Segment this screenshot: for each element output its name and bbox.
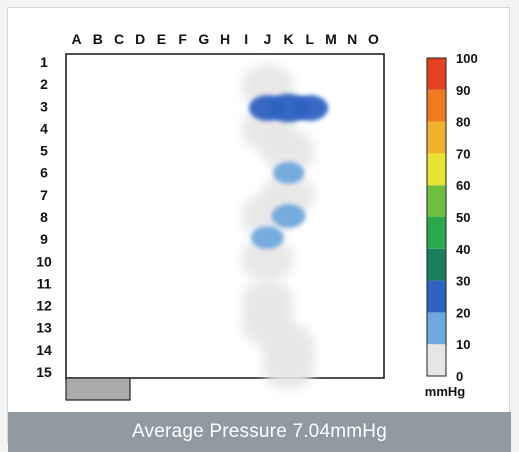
row-label-3: 3 xyxy=(40,98,48,114)
row-label-14: 14 xyxy=(36,342,52,358)
scale-block xyxy=(65,377,131,401)
row-label-7: 7 xyxy=(40,187,48,203)
colorbar-tick-100: 100 xyxy=(456,51,478,66)
colorbar-segment-7 xyxy=(427,121,446,154)
column-label-j: J xyxy=(264,31,272,47)
colorbar-tick-60: 60 xyxy=(456,178,470,193)
colorbar-segment-6 xyxy=(427,153,446,186)
row-label-4: 4 xyxy=(40,120,48,136)
colorbar-segment-1 xyxy=(427,312,446,345)
column-label-a: A xyxy=(72,31,82,47)
column-label-m: M xyxy=(325,31,337,47)
pressure-regions xyxy=(240,63,329,390)
colorbar-tick-40: 40 xyxy=(456,242,470,257)
pressure-cell-j13 xyxy=(240,301,294,347)
column-label-o: O xyxy=(368,31,379,47)
pressure-cell-k3 xyxy=(268,93,310,123)
colorbar-tick-labels: 0 10 20 30 40 50 60 70 80 90 100 xyxy=(456,51,478,384)
row-label-2: 2 xyxy=(40,76,48,92)
row-label-12: 12 xyxy=(36,298,52,314)
row-label-9: 9 xyxy=(40,231,48,247)
column-label-f: F xyxy=(178,31,187,47)
colorbar-tick-30: 30 xyxy=(456,274,470,289)
row-label-5: 5 xyxy=(40,143,48,159)
colorbar-tick-80: 80 xyxy=(456,115,470,130)
column-label-n: N xyxy=(347,31,357,47)
column-label-e: E xyxy=(157,31,166,47)
column-label-g: G xyxy=(198,31,209,47)
colorbar-segment-5 xyxy=(427,185,446,217)
pressure-cell-k8 xyxy=(271,204,306,228)
colorbar-tick-20: 20 xyxy=(456,305,470,320)
pressure-cell-j10 xyxy=(240,236,294,282)
column-label-d: D xyxy=(135,31,145,47)
row-label-6: 6 xyxy=(40,165,48,181)
colorbar-segment-3 xyxy=(427,248,446,281)
row-label-1: 1 xyxy=(40,54,48,70)
colorbar-unit-label: mmHg xyxy=(425,384,466,399)
column-label-k: K xyxy=(284,31,294,47)
colorbar-outline xyxy=(426,57,447,377)
colorbar-segment-0 xyxy=(427,344,446,376)
column-label-h: H xyxy=(220,31,230,47)
row-label-15: 15 xyxy=(36,364,52,380)
row-label-13: 13 xyxy=(36,320,52,336)
column-label-b: B xyxy=(93,31,103,47)
colorbar-segment-9 xyxy=(427,58,446,90)
pressure-cell-k7 xyxy=(262,171,316,218)
row-label-10: 10 xyxy=(36,253,52,269)
pressure-cell-k6 xyxy=(273,161,305,184)
colorbar-tick-70: 70 xyxy=(456,146,470,161)
colorbar-segment-4 xyxy=(427,217,446,249)
heatmap-plot-area xyxy=(65,53,385,379)
column-label-i: I xyxy=(244,31,248,47)
average-pressure-caption: Average Pressure 7.04mmHg xyxy=(8,412,511,452)
row-label-11: 11 xyxy=(37,275,52,291)
column-label-l: L xyxy=(306,31,315,47)
colorbar-tick-90: 90 xyxy=(456,83,470,98)
colorbar-tick-50: 50 xyxy=(456,210,470,225)
colorbar-tick-10: 10 xyxy=(456,337,470,352)
colorbar-tick-0: 0 xyxy=(456,369,463,384)
colorbar-segment-8 xyxy=(427,89,446,122)
column-label-c: C xyxy=(114,31,124,47)
colorbar-segment-2 xyxy=(427,280,446,313)
pressure-cell-j9 xyxy=(251,226,284,250)
pressure-cell-k15 xyxy=(262,344,316,390)
row-label-8: 8 xyxy=(40,209,48,225)
colorbar xyxy=(426,57,447,377)
